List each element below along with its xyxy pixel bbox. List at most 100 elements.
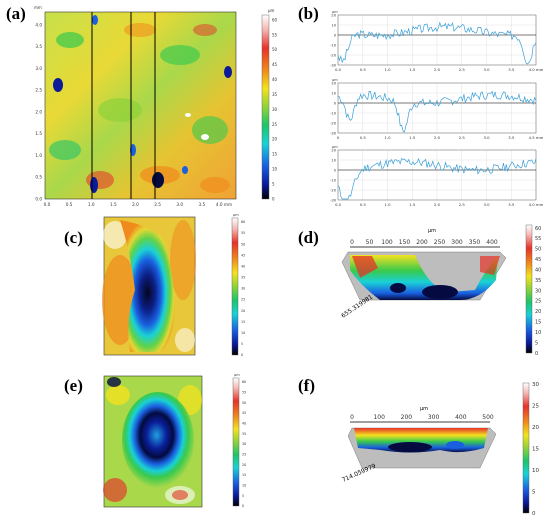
e-colorbar-tick: 45 [242, 411, 246, 415]
a-x-tick: 1.0 [88, 202, 95, 207]
c-colorbar-tick: 35 [241, 276, 245, 280]
d-axis-tick: 350 [469, 239, 481, 246]
label-f: (f) [298, 376, 315, 395]
a-colorbar-tick: 10 [272, 167, 278, 172]
e-colorbar-tick: 55 [242, 390, 246, 394]
c-colorbar-tick: 60 [241, 220, 245, 224]
f-colorbar-tick: 25 [532, 403, 539, 409]
y-tick: 0 [334, 168, 337, 172]
d-axis-ticks: 0 50 100 150 200 250 300 350 400 [350, 239, 498, 246]
x-tick: 0.5 [360, 67, 367, 72]
a-y-tick: 1.5 [35, 131, 42, 136]
height-map-a-texture [49, 15, 232, 193]
a-x-tick: 2.5 [154, 202, 161, 207]
d-colorbar-tick: 50 [535, 247, 541, 253]
a-y-unit: mm [34, 5, 42, 10]
pit-c [120, 220, 175, 352]
plot-frame [337, 82, 537, 134]
d-colorbar-tick: 10 [535, 330, 541, 336]
a-y-tick: 2.0 [35, 109, 42, 114]
f-axis-unit: µm [420, 406, 428, 412]
x-tick: 0.5 [360, 135, 367, 140]
c-colorbar-tick: 25 [241, 298, 245, 302]
a-colorbar-unit: µm [268, 8, 275, 13]
y-tick: -30 [330, 198, 337, 202]
y-unit: µm [332, 145, 338, 149]
d-colorbar-tick: 0 [535, 351, 538, 357]
x-tick: 3.0 [483, 67, 490, 72]
a-colorbar-tick: 15 [272, 152, 278, 157]
x-tick: 1.0 [384, 67, 391, 72]
c-colorbar-tick: 50 [241, 242, 245, 246]
x-tick: 3.5 [508, 135, 515, 140]
f-colorbar-tick: 0 [532, 511, 536, 517]
d-axis-tick: 400 [486, 239, 498, 246]
y-tick: 0 [334, 33, 337, 37]
a-colorbar-tick: 30 [272, 107, 278, 112]
a-colorbar-tick: 0 [272, 196, 275, 201]
y-tick: -10 [330, 178, 337, 182]
d-colorbar-tick: 55 [535, 236, 541, 242]
x-tick: 4.5 mm [529, 135, 544, 140]
a-x-tick: 1.5 [110, 202, 117, 207]
y-tick: 0 [334, 101, 337, 105]
a-y-tick: 3.0 [35, 66, 42, 71]
x-tick: 1.0 [384, 135, 391, 140]
d-axis-tick: 150 [399, 239, 411, 246]
f-axis-tick: 200 [401, 414, 413, 421]
a-colorbar-tick: 40 [272, 77, 278, 82]
d-colorbar-tick: 30 [535, 288, 541, 294]
c-colorbar-tick: 20 [241, 309, 245, 313]
y-tick: -30 [330, 131, 337, 135]
x-tick: 3.0 [483, 202, 490, 207]
d-colorbar-tick: 35 [535, 278, 541, 284]
y-tick: 10 [331, 23, 336, 27]
d-surface [350, 255, 498, 300]
d-colorbar-tick: 20 [535, 309, 541, 315]
c-colorbar-tick: 45 [241, 253, 245, 257]
plot-frame [337, 149, 537, 201]
panel-f: µm 0 100 200 300 400 500 714.059979 302520151… [341, 382, 540, 517]
c-colorbar-tick: 40 [241, 264, 245, 268]
y-tick: 10 [331, 91, 336, 95]
a-x-tick: 3.0 [176, 202, 183, 207]
f-side-label: 714.059979 [341, 463, 377, 484]
y-tick: -30 [330, 63, 337, 67]
x-tick: 1.5 [409, 135, 416, 140]
c-colorbar-tick: 0 [241, 353, 243, 357]
a-y-tick: 4.0 [35, 22, 42, 27]
x-tick: 0.0 [335, 67, 342, 72]
d-side-label: 655.319981 [340, 293, 374, 319]
profile-plot-3: 20 10 0 -10 -20 -300.0 0.5 1.0 1.5 2.0 2.5 3.0 3.5 4.… [330, 145, 543, 207]
f-axis-tick: 400 [455, 414, 467, 421]
profile-trace [337, 90, 537, 133]
a-y-ticks: 4.0 3.5 3.0 2.5 2.0 1.5 1.0 0.5 0.0 [35, 22, 42, 201]
x-tick: 3.0 [483, 135, 490, 140]
x-tick: 0.5 [360, 202, 367, 207]
a-colorbar-tick: 60 [272, 17, 278, 22]
label-a: (a) [6, 4, 26, 23]
y-tick: 20 [331, 13, 336, 17]
y-tick: 10 [331, 158, 336, 162]
d-axis-tick: 200 [416, 239, 428, 246]
x-tick: 2.5 [459, 67, 466, 72]
a-x-tick: 0.0 [44, 202, 51, 207]
e-colorbar-tick: 15 [242, 473, 246, 477]
f-colorbar-tick: 15 [532, 446, 539, 452]
a-colorbar-tick: 55 [272, 32, 278, 37]
label-c: (c) [64, 228, 83, 247]
d-axis-tick: 100 [381, 239, 393, 246]
a-colorbar-tick: 45 [272, 62, 278, 67]
panel-a: mm 4.0 3.5 3.0 2.5 2.0 1.5 1.0 0.5 0.0 0.0 0.5 1.0… [34, 5, 278, 207]
c-colorbar-tick: 30 [241, 287, 245, 291]
x-tick: 4.0 mm [529, 67, 544, 72]
a-x-tick: 0.5 [66, 202, 73, 207]
d-axis-tick: 0 [350, 239, 354, 246]
f-colorbar-tick: 5 [532, 489, 536, 495]
